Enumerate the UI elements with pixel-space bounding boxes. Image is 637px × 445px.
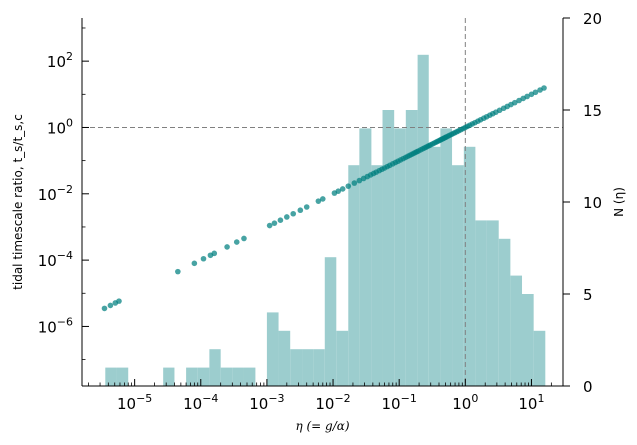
histogram-bar [533, 330, 546, 386]
histogram-bar [163, 367, 175, 386]
scatter-point [511, 99, 518, 106]
x-tick-label: 10−1 [382, 392, 417, 413]
scatter-point [297, 207, 304, 214]
scatter-point [541, 85, 547, 91]
scatter-point [116, 298, 122, 304]
histogram-bar [243, 367, 256, 386]
histogram-bar [278, 330, 291, 386]
scatter-point [356, 177, 363, 184]
y-tick-label: 10−6 [38, 315, 73, 336]
y2-tick-label: 5 [583, 286, 593, 304]
scatter-point [335, 188, 342, 194]
histogram-bar [510, 275, 523, 386]
scatter-point [290, 210, 297, 217]
y2-tick-label: 15 [583, 102, 602, 120]
scatter-point [524, 93, 530, 100]
histogram-bar [359, 128, 372, 386]
histogram-bar [209, 349, 221, 386]
y-tick-label: 100 [47, 116, 73, 137]
scatter-point [532, 89, 539, 96]
y2-tick-label: 0 [583, 378, 593, 396]
scatter-layer [101, 85, 547, 312]
histogram-bar [452, 165, 464, 386]
scatter-point [211, 250, 218, 257]
y2-tick-label: 10 [583, 194, 602, 212]
x-tick-label: 10−4 [183, 392, 218, 413]
x-axis-label: η (= g/α) [295, 419, 349, 433]
histogram-bar [197, 367, 210, 386]
x-tick-label: 10−2 [315, 392, 350, 413]
histogram-bar [290, 349, 303, 386]
histogram-bar [486, 220, 499, 386]
histogram-bar [116, 367, 129, 386]
histogram-bar [324, 257, 337, 386]
histogram-bar [522, 294, 534, 386]
histogram-bar [394, 128, 406, 386]
x-tick-label: 10−3 [249, 392, 284, 413]
histogram-bar [428, 146, 441, 386]
histogram-bar [417, 54, 429, 387]
y-tick-label: 10−4 [38, 249, 73, 270]
histogram-bar [382, 110, 395, 386]
histogram-layer [105, 54, 546, 387]
scatter-point [191, 260, 198, 267]
x-tick-label: 101 [518, 392, 544, 413]
histogram-bar [498, 238, 511, 386]
y-axis-label: tidal timescale ratio, t_s/t_s,c [11, 114, 25, 290]
scatter-point [101, 305, 108, 312]
scatter-point [107, 302, 114, 309]
scatter-point [277, 217, 284, 223]
scatter-point [233, 239, 240, 245]
x-tick-label: 100 [452, 392, 478, 413]
histogram-bar [232, 367, 244, 386]
y2-tick-label: 20 [583, 10, 602, 28]
histogram-bar [371, 165, 383, 386]
scatter-point [284, 214, 290, 220]
y2-axis-label: N (η) [612, 187, 626, 217]
histogram-bar [440, 128, 453, 386]
histogram-bar [475, 220, 487, 386]
scatter-point [315, 198, 322, 204]
axes [81, 17, 570, 387]
histogram-bar [186, 367, 198, 386]
scatter-point [241, 235, 247, 242]
scatter-point [351, 180, 358, 186]
tick-labels: 10−5 10−4 10−3 10−2 10−1 100 10110−610−410−210… [38, 10, 602, 413]
x-tick-label: 10−5 [117, 392, 152, 413]
histogram-bar [302, 349, 314, 386]
scatter-point [320, 196, 326, 202]
scatter-point [175, 268, 181, 275]
scatter-point [345, 183, 352, 189]
y-tick-label: 102 [47, 50, 73, 71]
y-tick-label: 10−2 [38, 183, 73, 204]
reference-lines [82, 18, 563, 386]
histogram-bar [266, 312, 279, 386]
histogram-bar [463, 146, 476, 386]
scatter-point [224, 244, 230, 250]
histogram-bar [313, 349, 325, 386]
scatter-point [303, 204, 310, 210]
histogram-bar [405, 110, 418, 386]
histogram-bar [348, 165, 360, 386]
scatter-point [271, 220, 278, 226]
histogram-bar [105, 367, 117, 386]
histogram-bar [336, 330, 349, 386]
histogram-bar [220, 367, 233, 386]
scatter-point [266, 222, 273, 229]
scatter-point [339, 186, 346, 192]
scatter-point [200, 255, 207, 262]
